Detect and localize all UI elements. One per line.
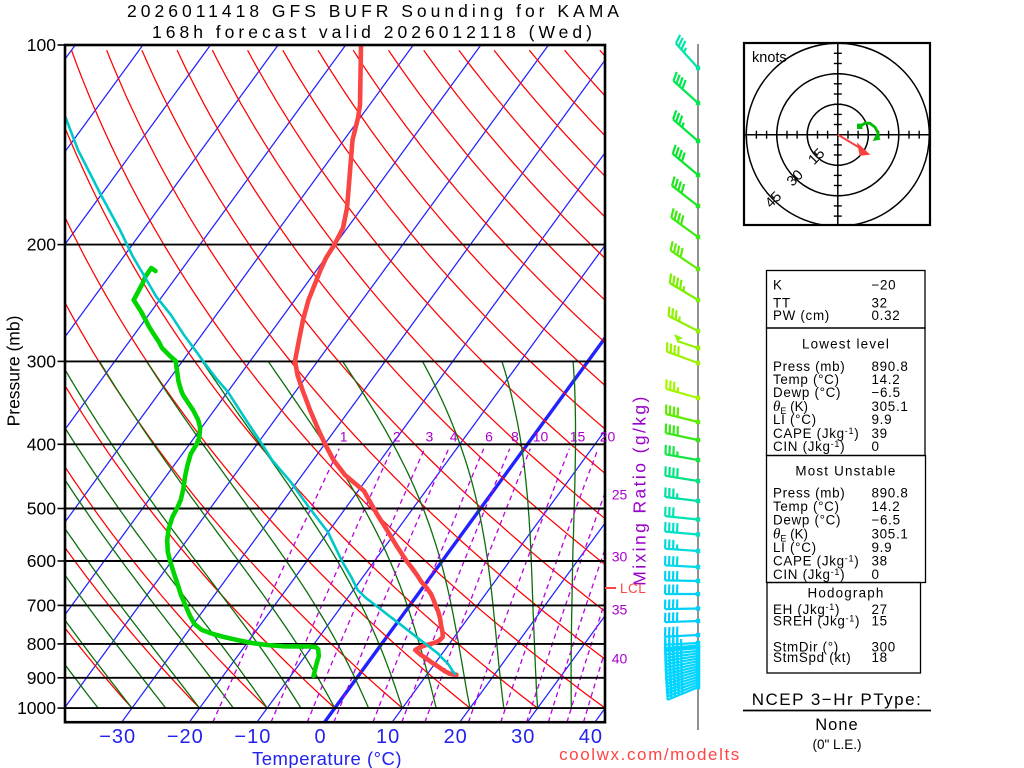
svg-text:168h forecast valid 2026012118: 168h forecast valid 2026012118 (Wed) bbox=[152, 22, 596, 42]
svg-text:10: 10 bbox=[376, 726, 400, 748]
svg-text:Hodograph: Hodograph bbox=[807, 586, 884, 601]
svg-text:30: 30 bbox=[784, 167, 807, 190]
svg-text:NCEP 3−Hr PType:: NCEP 3−Hr PType: bbox=[752, 690, 923, 709]
svg-text:Most Unstable: Most Unstable bbox=[795, 464, 896, 479]
svg-text:CIN (Jkg-1): CIN (Jkg-1) bbox=[773, 567, 845, 582]
svg-text:0: 0 bbox=[314, 726, 326, 748]
svg-text:LI (°C): LI (°C) bbox=[773, 540, 817, 555]
svg-text:30: 30 bbox=[612, 549, 628, 565]
svg-text:800: 800 bbox=[27, 634, 56, 654]
svg-text:900: 900 bbox=[27, 668, 56, 688]
svg-text:700: 700 bbox=[27, 595, 56, 615]
svg-text:Lowest level: Lowest level bbox=[802, 337, 890, 352]
svg-text:−20: −20 bbox=[167, 726, 204, 748]
svg-text:None: None bbox=[815, 716, 858, 734]
svg-text:LI (°C): LI (°C) bbox=[773, 412, 817, 427]
svg-text:SREH (Jkg-1): SREH (Jkg-1) bbox=[773, 614, 860, 629]
svg-text:−6.5: −6.5 bbox=[872, 385, 901, 400]
svg-text:20: 20 bbox=[444, 726, 468, 748]
svg-text:Press (mb): Press (mb) bbox=[773, 359, 845, 374]
svg-text:15: 15 bbox=[570, 429, 586, 445]
svg-text:39: 39 bbox=[872, 426, 888, 441]
svg-text:20: 20 bbox=[600, 429, 616, 445]
svg-text:18: 18 bbox=[872, 650, 888, 665]
svg-text:θE (K): θE (K) bbox=[773, 527, 808, 544]
svg-text:14.2: 14.2 bbox=[872, 372, 901, 387]
svg-text:38: 38 bbox=[872, 554, 888, 569]
svg-text:Press (mb): Press (mb) bbox=[773, 485, 845, 500]
svg-text:500: 500 bbox=[27, 499, 56, 519]
svg-text:1000: 1000 bbox=[17, 698, 56, 718]
svg-text:25: 25 bbox=[612, 487, 628, 503]
svg-text:CAPE (Jkg-1): CAPE (Jkg-1) bbox=[773, 426, 859, 441]
svg-text:35: 35 bbox=[612, 602, 628, 618]
svg-text:−10: −10 bbox=[234, 726, 271, 748]
svg-text:StmSpd (kt): StmSpd (kt) bbox=[773, 650, 851, 665]
svg-text:10: 10 bbox=[533, 429, 549, 445]
svg-text:Temperature (°C): Temperature (°C) bbox=[252, 748, 402, 768]
svg-text:40: 40 bbox=[579, 726, 603, 748]
svg-text:CIN (Jkg-1): CIN (Jkg-1) bbox=[773, 439, 845, 454]
svg-text:(0" L.E.): (0" L.E.) bbox=[812, 737, 861, 752]
svg-text:30: 30 bbox=[511, 726, 535, 748]
svg-text:305.1: 305.1 bbox=[872, 399, 909, 414]
svg-text:TT: TT bbox=[773, 296, 791, 311]
svg-text:Temp (°C): Temp (°C) bbox=[773, 372, 840, 387]
svg-text:Temp (°C): Temp (°C) bbox=[773, 499, 840, 514]
svg-text:15: 15 bbox=[872, 614, 888, 629]
svg-text:6: 6 bbox=[485, 429, 493, 445]
svg-text:−6.5: −6.5 bbox=[872, 512, 901, 527]
svg-text:CAPE (Jkg-1): CAPE (Jkg-1) bbox=[773, 554, 859, 569]
svg-text:600: 600 bbox=[27, 551, 56, 571]
svg-text:9.9: 9.9 bbox=[872, 412, 893, 427]
svg-text:Dewp (°C): Dewp (°C) bbox=[773, 512, 841, 527]
svg-text:1: 1 bbox=[340, 429, 348, 445]
svg-text:100: 100 bbox=[27, 35, 56, 55]
svg-text:3: 3 bbox=[426, 429, 434, 445]
svg-text:K: K bbox=[773, 278, 783, 293]
svg-text:coolwx.com/modelts: coolwx.com/modelts bbox=[559, 745, 741, 764]
svg-text:27: 27 bbox=[872, 602, 888, 617]
svg-text:Mixing Ratio (g/kg): Mixing Ratio (g/kg) bbox=[630, 394, 650, 585]
svg-text:0: 0 bbox=[872, 567, 880, 582]
svg-text:9.9: 9.9 bbox=[872, 540, 893, 555]
svg-text:15: 15 bbox=[806, 146, 829, 169]
svg-text:0: 0 bbox=[872, 439, 880, 454]
svg-text:Dewp (°C): Dewp (°C) bbox=[773, 385, 841, 400]
svg-text:4: 4 bbox=[450, 429, 458, 445]
svg-text:300: 300 bbox=[872, 640, 896, 655]
svg-text:2026011418 GFS BUFR Sounding f: 2026011418 GFS BUFR Sounding for KAMA bbox=[127, 1, 623, 21]
svg-text:θE (K): θE (K) bbox=[773, 399, 808, 416]
svg-text:890.8: 890.8 bbox=[872, 485, 909, 500]
svg-text:14.2: 14.2 bbox=[872, 499, 901, 514]
svg-text:LCL: LCL bbox=[620, 581, 646, 596]
svg-text:−30: −30 bbox=[99, 726, 136, 748]
svg-text:200: 200 bbox=[27, 235, 56, 255]
svg-text:−20: −20 bbox=[872, 278, 897, 293]
svg-text:Pressure (mb): Pressure (mb) bbox=[4, 316, 24, 427]
svg-text:0.32: 0.32 bbox=[872, 308, 901, 323]
svg-text:PW (cm): PW (cm) bbox=[773, 308, 830, 323]
svg-text:8: 8 bbox=[511, 429, 519, 445]
svg-text:StmDir (°): StmDir (°) bbox=[773, 640, 839, 655]
svg-text:305.1: 305.1 bbox=[872, 527, 909, 542]
svg-text:400: 400 bbox=[27, 434, 56, 454]
svg-text:890.8: 890.8 bbox=[872, 359, 909, 374]
svg-text:300: 300 bbox=[27, 351, 56, 371]
svg-text:knots: knots bbox=[752, 50, 787, 66]
svg-text:40: 40 bbox=[612, 651, 628, 667]
svg-text:EH (Jkg-1): EH (Jkg-1) bbox=[773, 602, 840, 617]
svg-text:2: 2 bbox=[393, 429, 401, 445]
svg-text:32: 32 bbox=[872, 296, 888, 311]
